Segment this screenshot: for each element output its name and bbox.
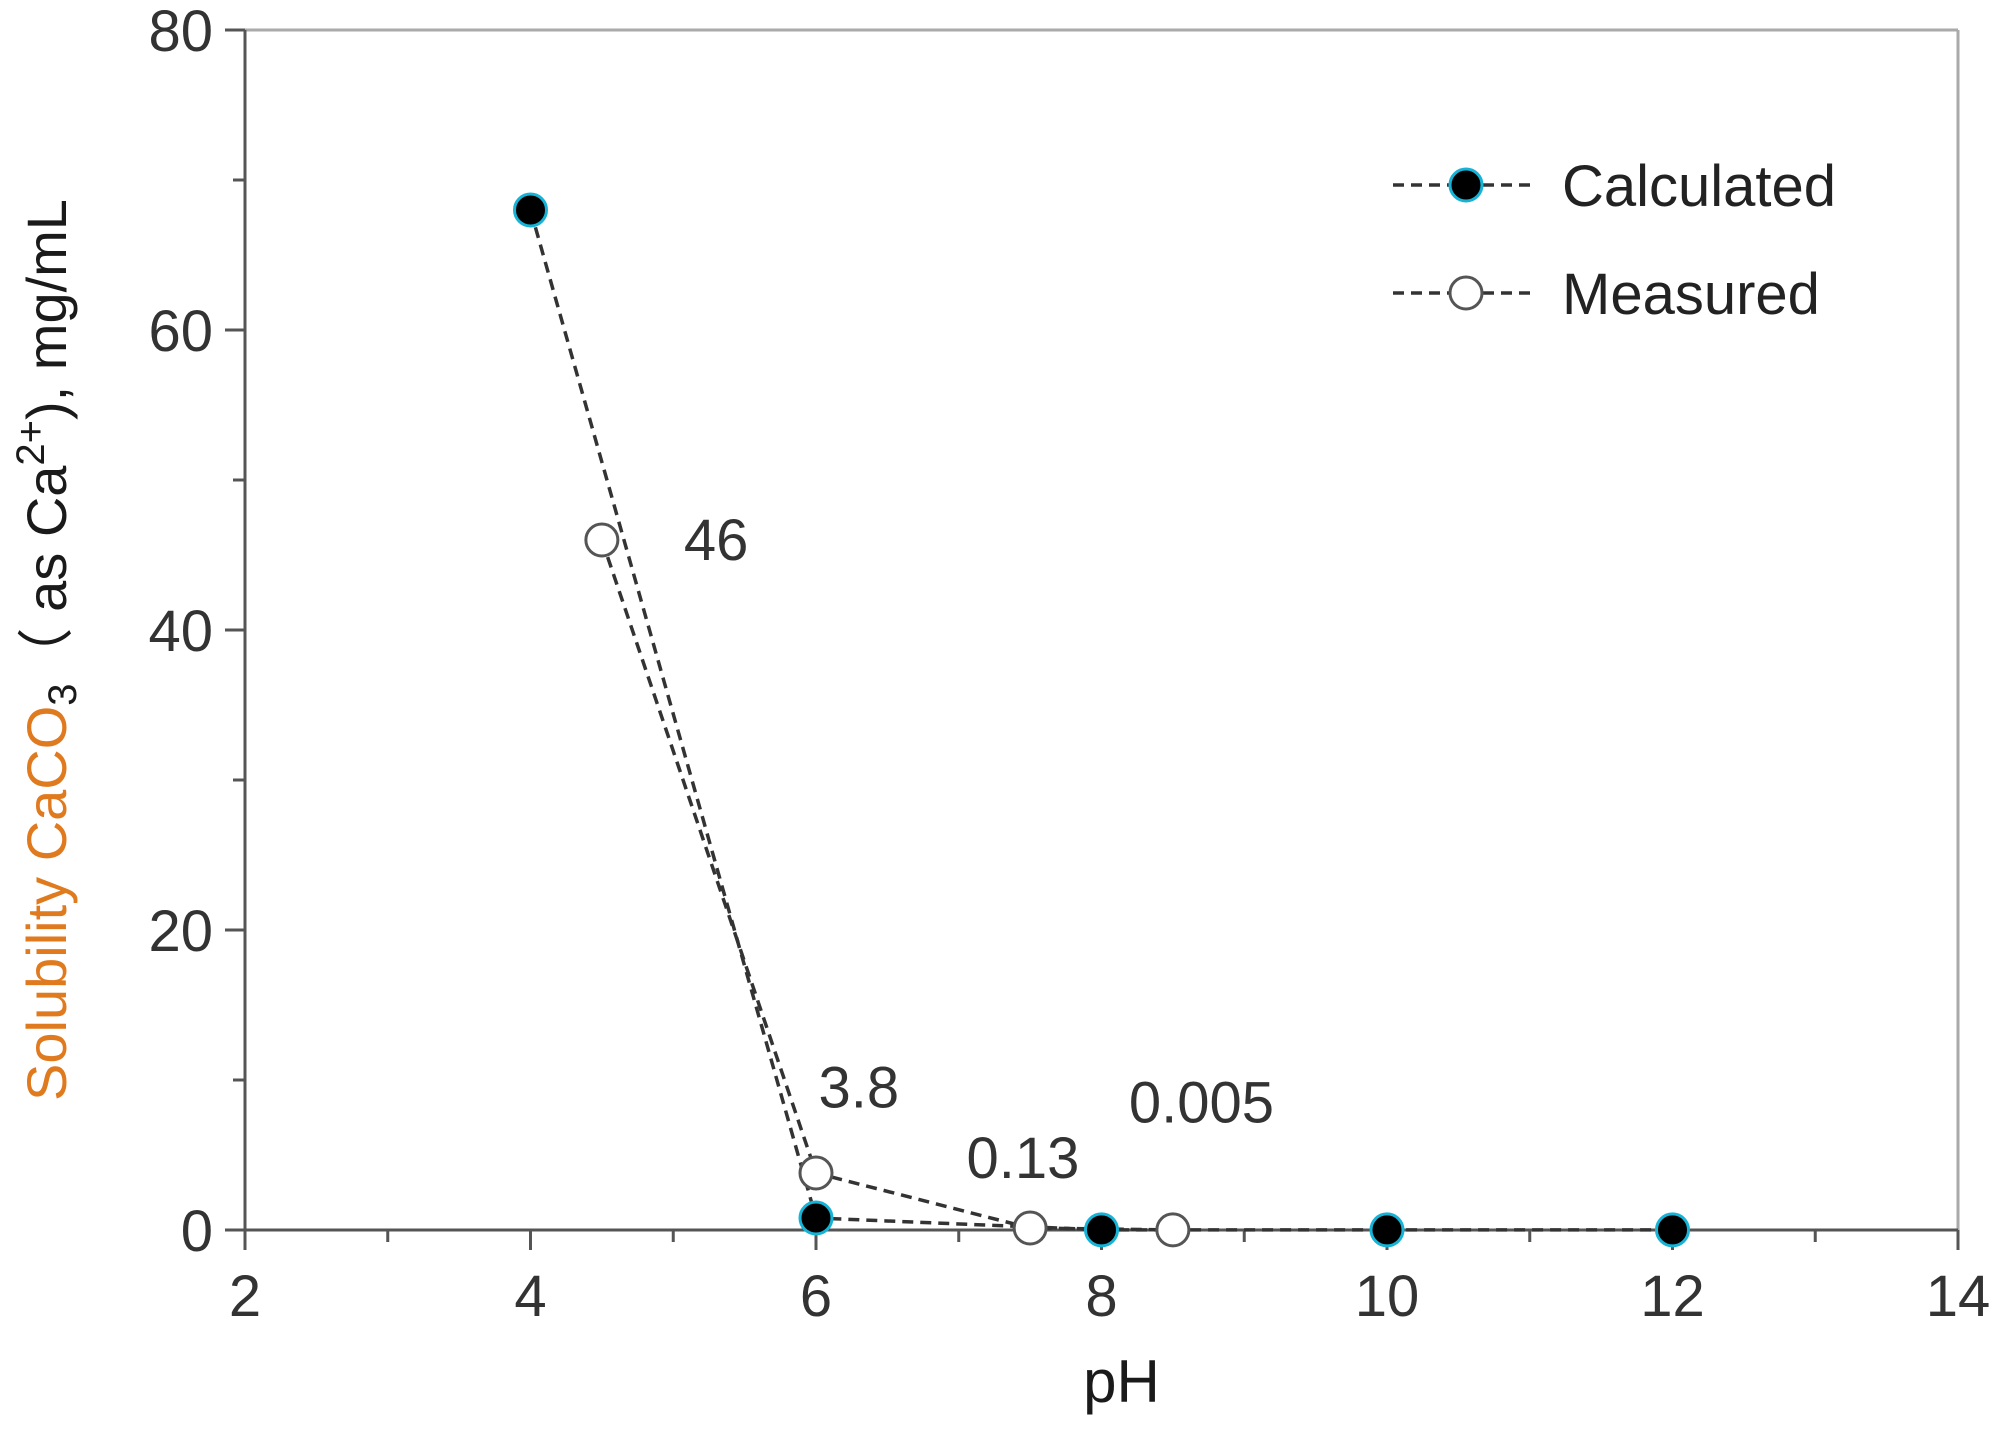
legend: Calculated Measured <box>1393 154 1836 327</box>
y-tick-label: 80 <box>148 0 213 64</box>
legend-label-calculated: Calculated <box>1562 154 1836 219</box>
calculated-point <box>1369 1212 1405 1248</box>
calculated-point <box>1084 1212 1119 1248</box>
series-line-calculated <box>528 209 1673 1232</box>
calculated-point <box>513 192 548 228</box>
data-label: 3.8 <box>819 1056 900 1121</box>
measured-point <box>1155 1212 1191 1248</box>
data-label: 0.005 <box>1129 1071 1274 1136</box>
y-tick-label: 0 <box>181 1199 213 1264</box>
x-tick-label: 14 <box>1926 1264 1991 1329</box>
x-axis: 2 4 6 8 10 12 14 <box>229 1230 1990 1329</box>
data-label: 46 <box>684 508 749 573</box>
series-markers <box>513 192 1690 1248</box>
data-annotations: 46 3.8 0.13 0.005 <box>684 508 1274 1191</box>
y-axis-title: Solubility CaCO3（ as Ca2+), mg/mL <box>9 199 85 1101</box>
calculated-point <box>798 1200 834 1236</box>
measured-point <box>798 1155 834 1191</box>
y-axis-title-prefix: Solubility CaCO <box>15 706 78 1101</box>
y-axis: 0 20 40 60 80 <box>148 0 245 1264</box>
legend-label-measured: Measured <box>1562 262 1820 327</box>
x-tick-label: 10 <box>1355 1264 1420 1329</box>
x-tick-label: 4 <box>514 1264 546 1329</box>
measured-point <box>1012 1210 1048 1246</box>
y-axis-title-middle: （ as Ca <box>15 465 78 684</box>
legend-marker-calculated <box>1448 167 1484 203</box>
x-tick-label: 8 <box>1085 1264 1117 1329</box>
x-axis-title: pH <box>1083 1348 1160 1415</box>
series-line-measured <box>600 539 1173 1232</box>
y-axis-title-suffix: ), mg/mL <box>15 199 78 420</box>
y-tick-label: 20 <box>148 899 213 964</box>
measured-point <box>584 522 620 558</box>
x-tick-label: 6 <box>800 1264 832 1329</box>
data-label: 0.13 <box>967 1126 1080 1191</box>
series-lines <box>528 209 1673 1232</box>
y-tick-label: 60 <box>148 299 213 364</box>
legend-marker-measured <box>1448 275 1484 311</box>
x-tick-label: 12 <box>1640 1264 1705 1329</box>
y-tick-label: 40 <box>148 599 213 664</box>
y-axis-title-superscript: 2+ <box>9 420 53 466</box>
x-tick-label: 2 <box>229 1264 261 1329</box>
calculated-point <box>1655 1212 1690 1248</box>
y-axis-title-subscript: 3 <box>41 683 85 705</box>
